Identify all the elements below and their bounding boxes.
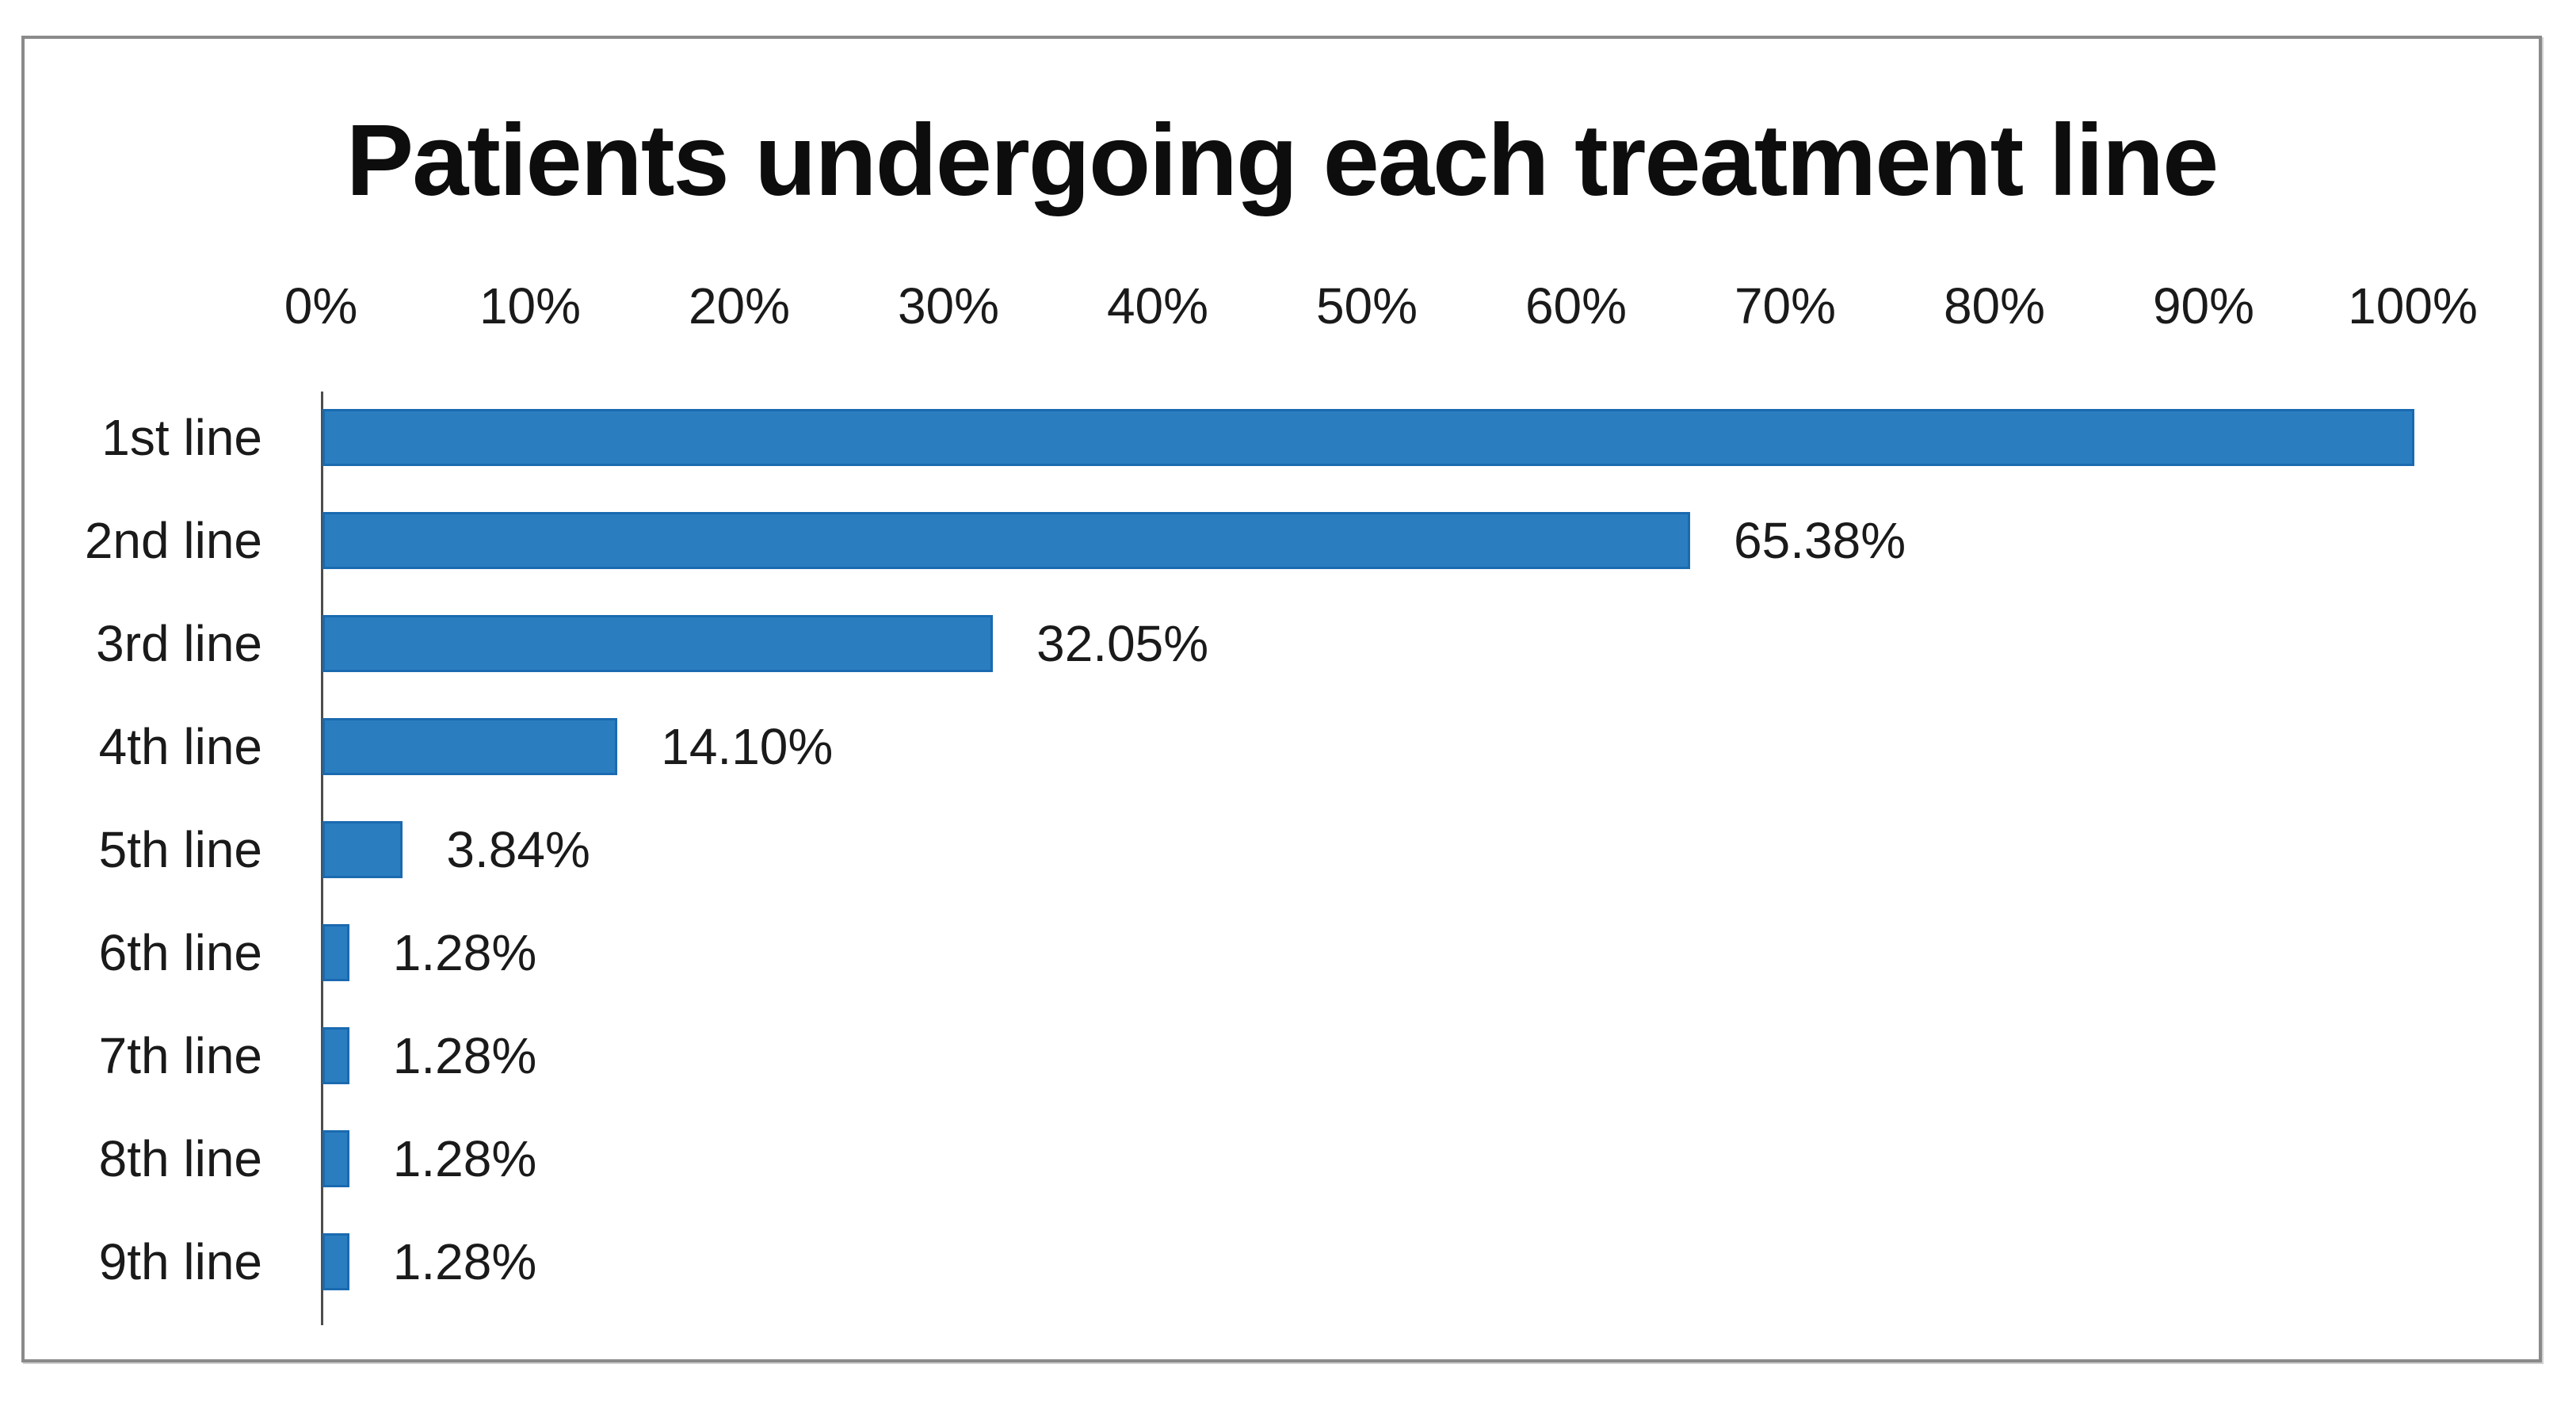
bar bbox=[322, 924, 349, 981]
bar bbox=[322, 1233, 349, 1290]
bar-row: 7th line 1.28% bbox=[25, 1027, 2539, 1084]
bar bbox=[322, 1027, 349, 1084]
value-label: 32.05% bbox=[1036, 615, 1209, 672]
bar-row: 4th line 14.10% bbox=[25, 718, 2539, 775]
chart-title: Patients undergoing each treatment line bbox=[345, 104, 2219, 217]
y-axis-line bbox=[321, 392, 323, 1325]
bar-row: 2nd line 65.38% bbox=[25, 512, 2539, 569]
bar-row: 3rd line 32.05% bbox=[25, 615, 2539, 672]
bar-row: 9th line 1.28% bbox=[25, 1233, 2539, 1290]
bar bbox=[322, 512, 1691, 569]
category-label: 3rd line bbox=[96, 615, 262, 672]
category-label: 7th line bbox=[98, 1027, 262, 1084]
category-label: 8th line bbox=[98, 1130, 262, 1187]
category-label: 5th line bbox=[98, 821, 262, 878]
bar-row: 8th line 1.28% bbox=[25, 1130, 2539, 1187]
bar bbox=[322, 409, 2414, 466]
category-label: 9th line bbox=[98, 1233, 262, 1290]
value-label: 14.10% bbox=[661, 718, 834, 775]
value-label: 65.38% bbox=[1734, 512, 1906, 569]
value-label: 1.28% bbox=[392, 1130, 537, 1187]
value-label: 1.28% bbox=[392, 1027, 537, 1084]
category-label: 1st line bbox=[101, 409, 262, 466]
value-label: 3.84% bbox=[446, 821, 590, 878]
value-label: 1.28% bbox=[392, 1233, 537, 1290]
bar bbox=[322, 718, 618, 775]
bar-row: 1st line bbox=[25, 409, 2539, 466]
bar bbox=[322, 615, 994, 672]
chart-frame: Patients undergoing each treatment line … bbox=[21, 36, 2542, 1362]
bar bbox=[322, 821, 403, 878]
bar bbox=[322, 1130, 349, 1187]
category-label: 2nd line bbox=[84, 512, 262, 569]
category-label: 6th line bbox=[98, 924, 262, 981]
plot-area: 1st line 2nd line 65.38% 3rd line 32.05% 4th … bbox=[25, 39, 2539, 1359]
value-label: 1.28% bbox=[392, 924, 537, 981]
category-label: 4th line bbox=[98, 718, 262, 775]
bar-row: 6th line 1.28% bbox=[25, 924, 2539, 981]
bar-row: 5th line 3.84% bbox=[25, 821, 2539, 878]
